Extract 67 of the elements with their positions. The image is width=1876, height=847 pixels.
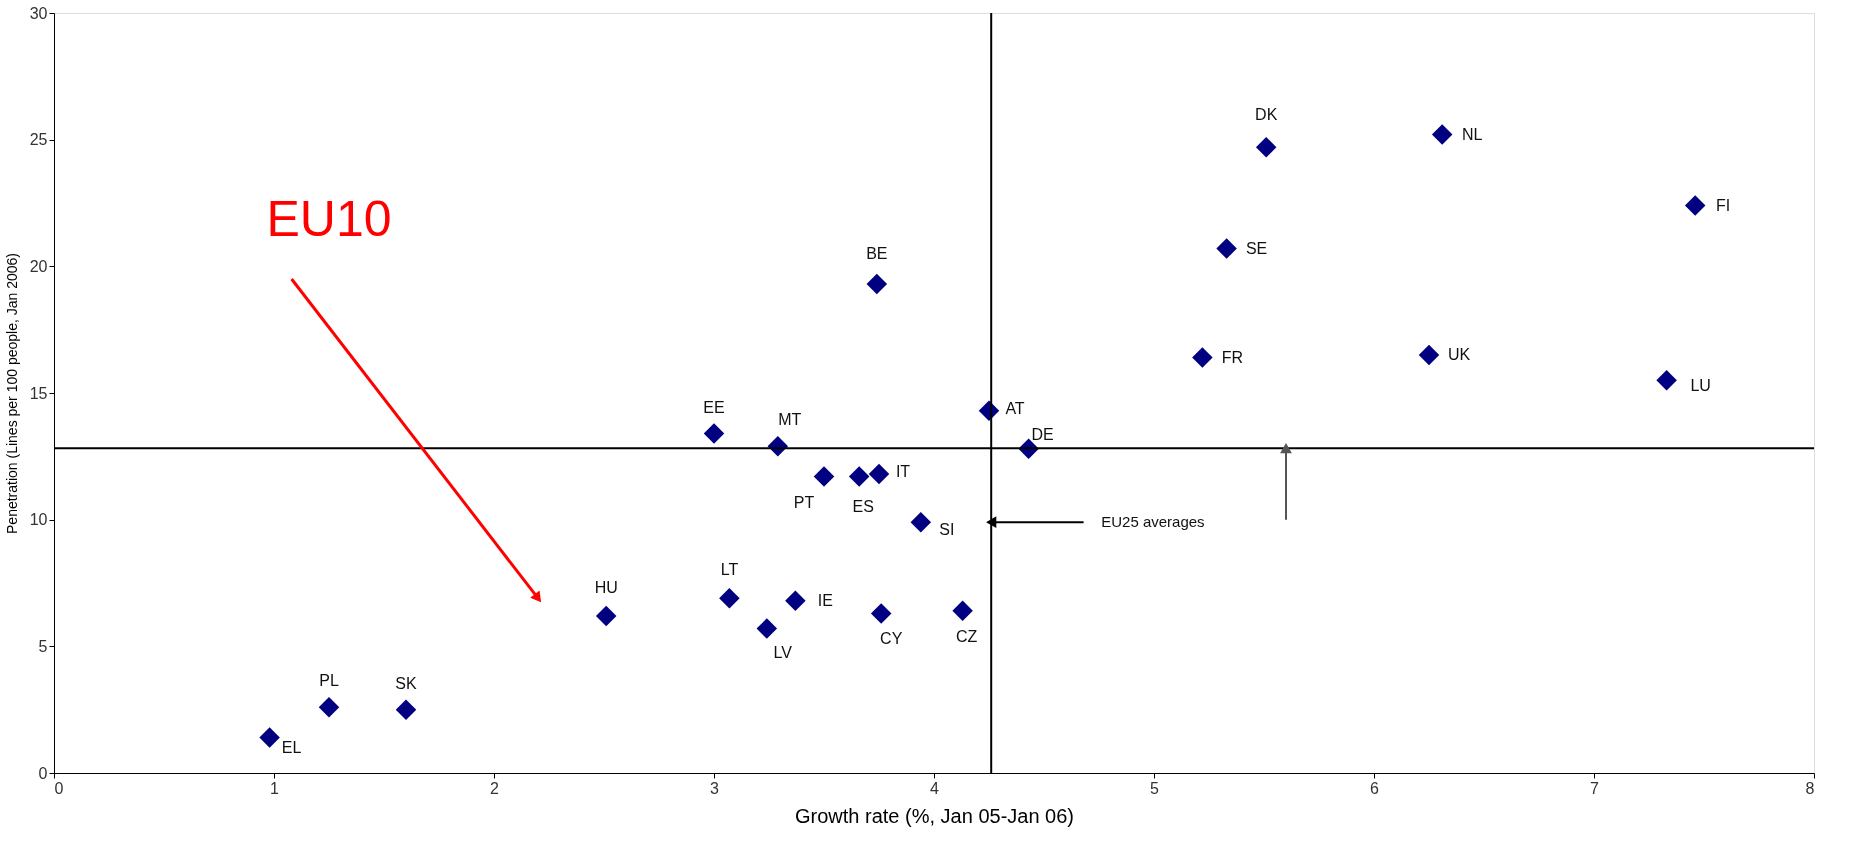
point	[1418, 344, 1440, 366]
x-tick-label: 1	[270, 779, 280, 797]
annotation: PL	[319, 672, 339, 690]
point	[813, 466, 835, 487]
point	[952, 600, 973, 622]
point	[910, 511, 932, 533]
x-tick-label: 6	[1370, 779, 1380, 797]
point	[870, 603, 892, 624]
annotation: SE	[1245, 239, 1268, 257]
point	[719, 587, 740, 609]
annotation: MT	[778, 411, 802, 429]
annotation: DE	[1031, 425, 1054, 443]
point	[1255, 137, 1277, 158]
x-tick-label: 8	[1805, 779, 1815, 797]
annotation: IT	[895, 463, 911, 481]
y-axis-title: Penetration (Lines per 100 people, Jan 2006)	[3, 253, 20, 534]
x-tick-label: 3	[710, 779, 720, 797]
annotation: FI	[1716, 196, 1731, 214]
point	[868, 463, 890, 485]
x-tick-label: 5	[1150, 779, 1160, 797]
annotation: CZ	[955, 627, 978, 645]
point	[756, 618, 778, 639]
point	[395, 699, 417, 720]
annotation: DK	[1255, 106, 1278, 124]
annotation: CY	[880, 630, 903, 648]
annotation: LT	[720, 561, 739, 579]
point	[1656, 370, 1677, 391]
point	[866, 273, 888, 295]
y-tick-label: 0	[38, 764, 48, 782]
y-tick-label: 5	[38, 637, 48, 655]
point	[1431, 124, 1453, 145]
annotation: EU25 averages	[1101, 513, 1205, 531]
point	[595, 605, 617, 627]
x-tick-label: 2	[490, 779, 500, 797]
point	[848, 466, 870, 487]
y-tick-label: 20	[29, 257, 48, 275]
x-tick-label: 0	[54, 779, 64, 797]
annotation: LV	[773, 643, 793, 661]
annotation: PT	[793, 493, 815, 511]
x-tick-label: 7	[1590, 779, 1600, 797]
x-tick-label: 4	[930, 779, 940, 797]
annotation: SI	[939, 521, 955, 539]
point	[1192, 347, 1213, 368]
annotation: HU	[594, 578, 618, 596]
annotation: ES	[852, 497, 874, 515]
annotation: AT	[1005, 399, 1025, 417]
annotation: EU10	[266, 190, 392, 247]
point	[318, 696, 340, 718]
annotation: IE	[817, 591, 833, 609]
annotation: LU	[1690, 377, 1711, 395]
x-axis-title: Growth rate (%, Jan 05-Jan 06)	[794, 804, 1075, 827]
annotation: FR	[1221, 348, 1244, 366]
y-tick-label: 30	[29, 4, 48, 22]
annotation: BE	[866, 245, 888, 263]
annotation: EL	[281, 738, 302, 756]
annotation: NL	[1461, 125, 1483, 143]
point	[259, 727, 280, 748]
point	[1684, 195, 1706, 216]
y-tick-label: 15	[29, 384, 48, 402]
annotation: EE	[703, 398, 725, 416]
annotation: SK	[395, 674, 417, 692]
point	[703, 423, 725, 444]
annotation: UK	[1447, 346, 1471, 363]
y-tick-label: 10	[29, 511, 48, 529]
point	[1216, 238, 1237, 259]
y-tick-label: 25	[29, 131, 48, 149]
point	[785, 590, 806, 611]
